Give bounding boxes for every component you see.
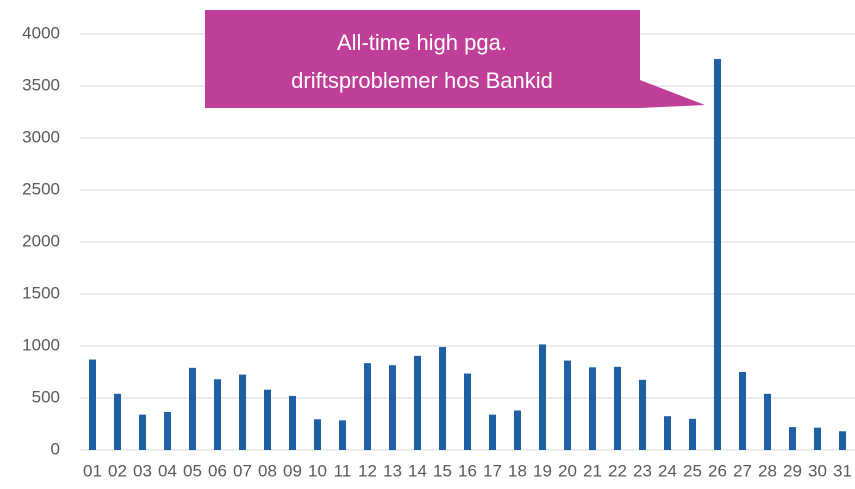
y-tick-label: 3500 (22, 75, 60, 94)
x-tick-label: 16 (458, 461, 477, 480)
x-tick-label: 18 (508, 461, 527, 480)
bar (714, 58, 721, 451)
bar (614, 366, 621, 450)
x-tick-label: 09 (283, 461, 302, 480)
bar (689, 418, 696, 450)
x-tick-label: 20 (558, 461, 577, 480)
y-tick-label: 500 (32, 387, 60, 406)
x-tick-label: 25 (683, 461, 702, 480)
bar (214, 379, 221, 450)
x-tick-label: 22 (608, 461, 627, 480)
x-tick-label: 31 (833, 461, 852, 480)
x-tick-label: 14 (408, 461, 427, 480)
bar (239, 374, 246, 450)
bar (314, 419, 321, 450)
bar (789, 427, 796, 450)
x-tick-label: 05 (183, 461, 202, 480)
bar (589, 367, 596, 450)
x-tick-label: 15 (433, 461, 452, 480)
bar (364, 363, 371, 450)
bar (539, 344, 546, 450)
x-tick-label: 27 (733, 461, 752, 480)
y-tick-label: 1000 (22, 335, 60, 354)
bar (639, 379, 646, 450)
bar (264, 389, 271, 450)
annotation-box (205, 10, 640, 108)
x-tick-label: 19 (533, 461, 552, 480)
bar (189, 367, 196, 450)
bar (114, 393, 121, 450)
x-tick-label: 11 (334, 461, 352, 480)
x-tick-label: 02 (108, 461, 127, 480)
bar (289, 395, 296, 450)
x-tick-label: 26 (708, 461, 727, 480)
x-tick-label: 29 (783, 461, 802, 480)
bar (839, 431, 846, 450)
x-tick-label: 08 (258, 461, 277, 480)
y-tick-label: 4000 (22, 23, 60, 42)
y-tick-label: 1500 (22, 283, 60, 302)
bar (89, 359, 96, 450)
bar (514, 410, 521, 450)
annotation-text: driftsproblemer hos Bankid (291, 68, 553, 93)
x-tick-label: 23 (633, 461, 652, 480)
y-tick-label: 2500 (22, 179, 60, 198)
bar (489, 414, 496, 450)
x-tick-label: 17 (483, 461, 502, 480)
bar (564, 360, 571, 450)
bar (764, 393, 771, 450)
bar (414, 355, 421, 450)
x-tick-label: 06 (208, 461, 227, 480)
x-tick-label: 13 (383, 461, 402, 480)
x-tick-label: 04 (158, 461, 177, 480)
bar (814, 427, 821, 450)
x-tick-label: 28 (758, 461, 777, 480)
y-tick-label: 0 (51, 439, 60, 458)
bar (164, 412, 171, 450)
bar (139, 414, 146, 450)
y-tick-label: 3000 (22, 127, 60, 146)
x-tick-label: 01 (83, 461, 102, 480)
annotation-text: All-time high pga. (337, 30, 507, 55)
bar (389, 365, 396, 450)
x-tick-label: 12 (358, 461, 377, 480)
x-tick-label: 03 (133, 461, 152, 480)
bar (439, 347, 446, 450)
bar (464, 373, 471, 450)
bar (339, 420, 346, 450)
bar (739, 372, 746, 450)
x-tick-label: 30 (808, 461, 827, 480)
x-tick-label: 07 (233, 461, 252, 480)
y-tick-label: 2000 (22, 231, 60, 250)
x-tick-label: 21 (583, 461, 602, 480)
bar (664, 416, 671, 450)
x-tick-label: 24 (658, 461, 677, 480)
x-tick-label: 10 (308, 461, 327, 480)
